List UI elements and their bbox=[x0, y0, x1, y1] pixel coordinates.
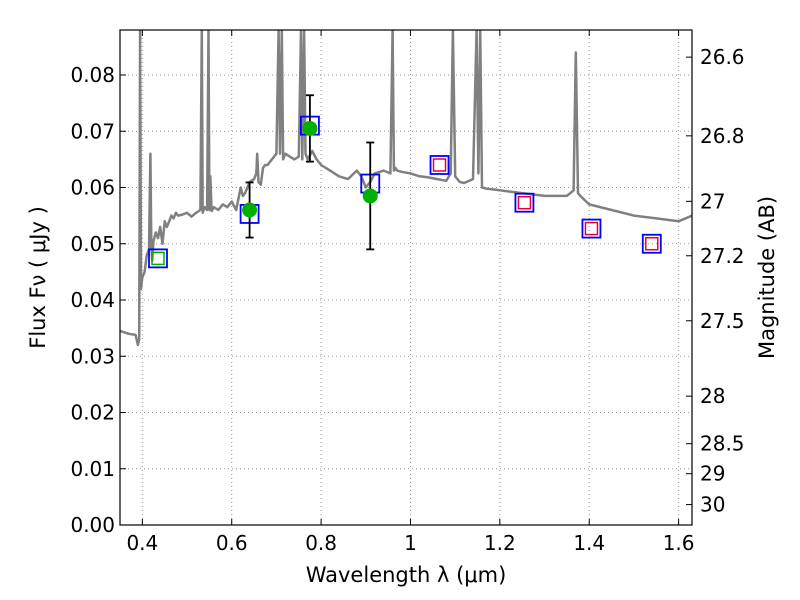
sed-spectrum-line bbox=[120, 30, 692, 347]
model-flux-box bbox=[641, 233, 662, 254]
observed-flux-point bbox=[242, 202, 258, 218]
mag-tick-label: 28.5 bbox=[700, 432, 745, 456]
mag-tick-label: 27 bbox=[700, 189, 725, 213]
mag-tick-label: 27.5 bbox=[700, 309, 745, 333]
x-tick-label: 0.8 bbox=[305, 531, 337, 555]
mag-tick-label: 27.2 bbox=[700, 244, 745, 268]
y-axis-label: Flux Fν ( μJy ) bbox=[26, 206, 50, 349]
x-tick-label: 0.6 bbox=[216, 531, 248, 555]
x-tick-label: 1 bbox=[404, 531, 417, 555]
y-tick-label: 0.07 bbox=[70, 119, 115, 143]
observed-flux-box bbox=[151, 251, 165, 266]
upper-limit-box bbox=[517, 195, 532, 210]
model-flux-box bbox=[514, 192, 535, 213]
y-tick-label: 0.03 bbox=[70, 344, 115, 368]
model-flux-box bbox=[148, 248, 168, 269]
mag-tick-label: 26.8 bbox=[700, 124, 745, 148]
upper-limit-box bbox=[432, 158, 447, 172]
mag-tick-label: 30 bbox=[700, 493, 725, 517]
x-tick-label: 1.2 bbox=[484, 531, 516, 555]
y-axis-right-label: Magnitude (AB) bbox=[755, 196, 779, 359]
mag-tick-label: 26.6 bbox=[700, 45, 745, 69]
y-tick-label: 0.00 bbox=[70, 513, 115, 537]
x-tick-label: 1.6 bbox=[663, 531, 695, 555]
y-tick-label: 0.04 bbox=[70, 288, 115, 312]
model-flux-box bbox=[581, 218, 602, 239]
mag-tick-label: 29 bbox=[700, 462, 725, 486]
x-tick-label: 0.4 bbox=[126, 531, 158, 555]
x-axis-label: Wavelength λ (μm) bbox=[306, 563, 507, 587]
plot-frame bbox=[119, 29, 693, 526]
observed-flux-point bbox=[362, 188, 378, 204]
y-tick-label: 0.01 bbox=[70, 457, 115, 481]
upper-limit-box bbox=[584, 221, 599, 236]
y-tick-label: 0.08 bbox=[70, 63, 115, 87]
model-flux-box bbox=[429, 155, 450, 175]
observed-flux-point bbox=[302, 120, 318, 136]
x-tick-label: 1.4 bbox=[573, 531, 605, 555]
y-tick-label: 0.06 bbox=[70, 176, 115, 200]
mag-tick-label: 28 bbox=[700, 384, 725, 408]
y-tick-label: 0.02 bbox=[70, 401, 115, 425]
upper-limit-box bbox=[645, 237, 659, 251]
y-tick-label: 0.05 bbox=[70, 232, 115, 256]
